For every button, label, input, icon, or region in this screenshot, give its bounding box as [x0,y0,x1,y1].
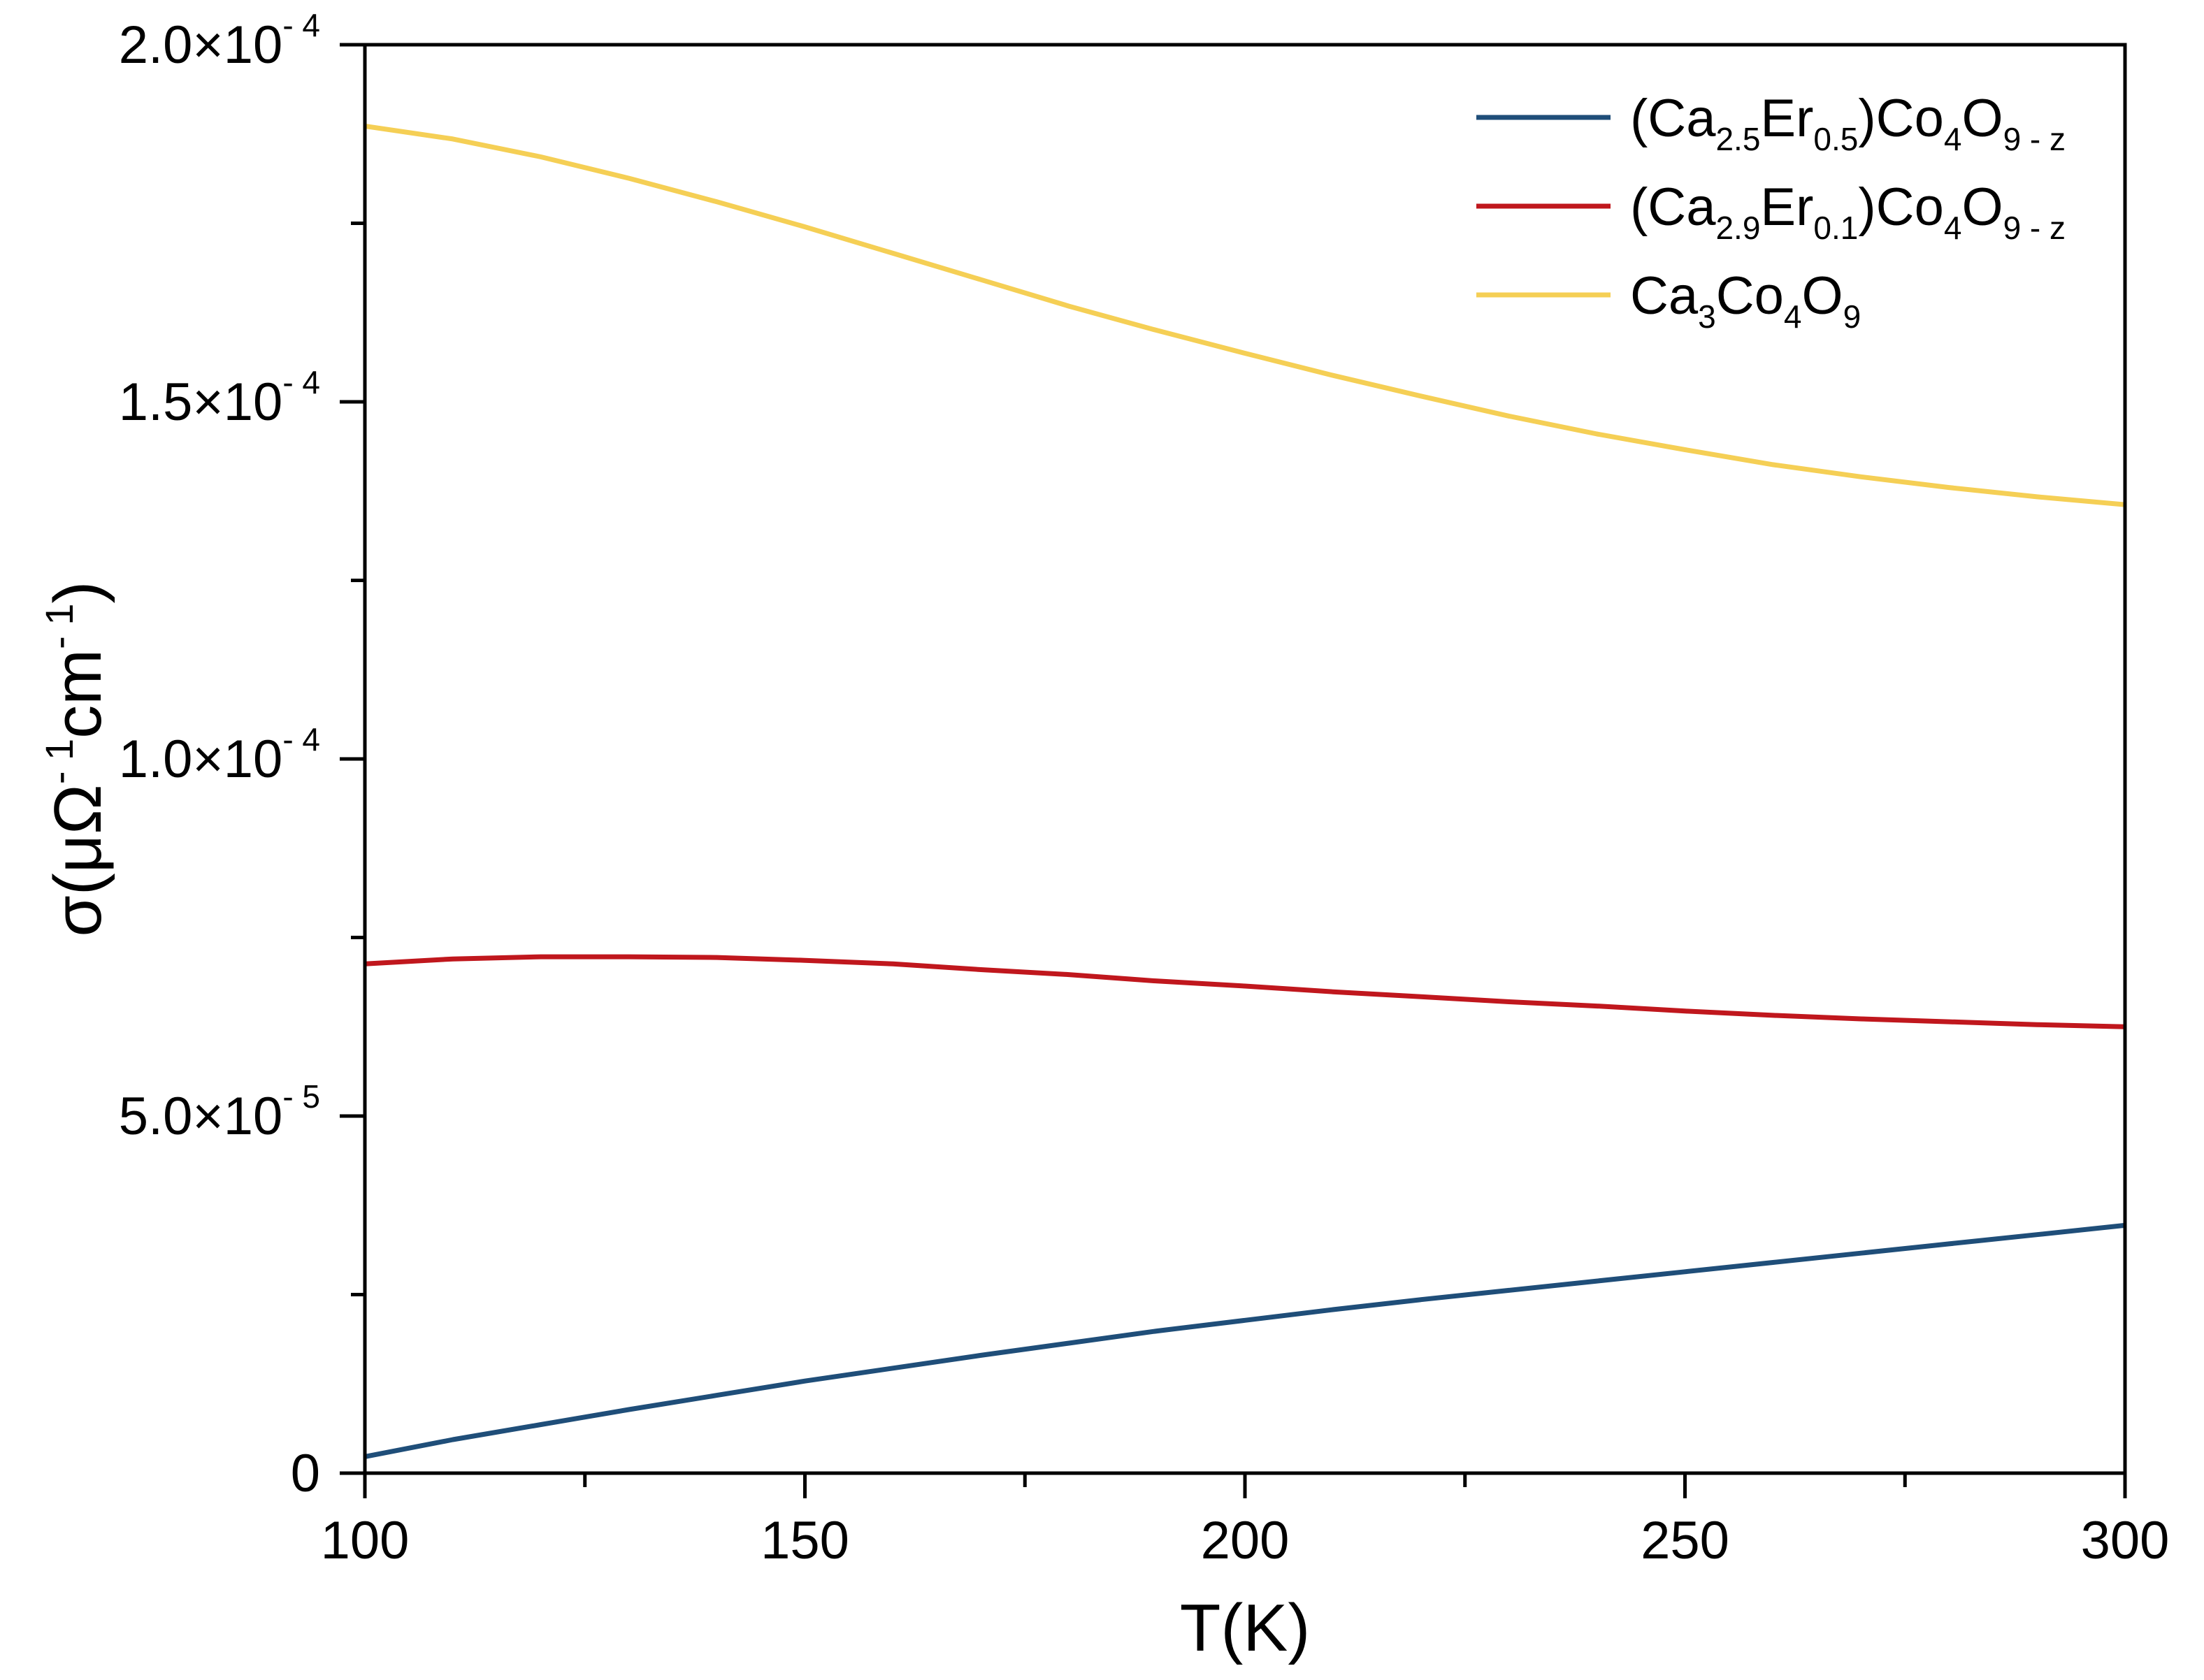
legend: (Ca2.5Er0.5)Co4O9 - z (Ca2.9Er0.1)Co4O9 -… [1476,89,2066,335]
legend-label-1: (Ca2.5Er0.5)Co4O9 - z [1630,89,2066,157]
y-tick-label: 0 [291,1444,320,1503]
series-line-3 [365,124,2125,507]
y-tick-label: 1.0×10- 4 [119,721,320,789]
y-tick-label: 1.5×10- 4 [119,364,320,432]
plot-frame [363,43,2127,1475]
series-layer [365,124,2125,1459]
legend-label-2: (Ca2.9Er0.1)Co4O9 - z [1630,178,2066,246]
series-line-1 [365,1222,2125,1459]
x-tick-label: 300 [2081,1511,2170,1570]
series-line-2 [365,954,2125,1029]
axis-layer: 100 150 200 250 300 0 5.0×10- 5 1.0×10- 4 1.5×10… [119,7,2170,1570]
y-axis-label: σ(μΩ- 1cm- 1) [37,581,115,937]
y-axis-label-sup2: - 1 [37,603,81,649]
x-tick-label: 250 [1641,1511,1729,1570]
x-axis-label: T(K) [1180,1591,1311,1665]
x-tick-label: 100 [321,1511,410,1570]
legend-label-3: Ca3Co4O9 [1630,266,1861,335]
y-tick-label: 2.0×10- 4 [119,7,320,75]
y-axis-label-base: σ(μΩ [41,784,115,936]
y-tick-label: 5.0×10- 5 [119,1078,320,1146]
y-axis-label-sup1: - 1 [37,739,81,784]
y-axis-label-end: ) [41,581,115,604]
y-axis-label-mid: cm [41,649,115,739]
x-tick-label: 150 [761,1511,849,1570]
x-tick-label: 200 [1201,1511,1290,1570]
